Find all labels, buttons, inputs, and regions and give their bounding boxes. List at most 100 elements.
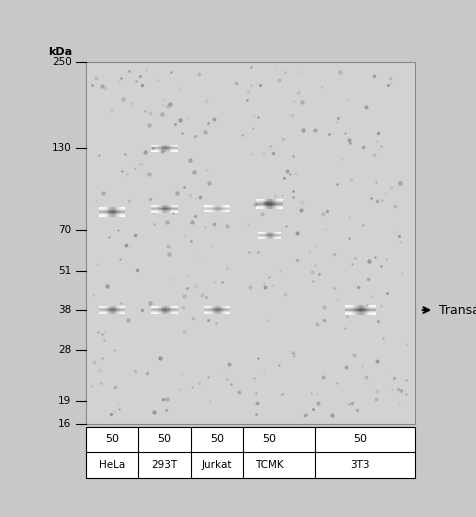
Text: 38: 38 — [58, 305, 71, 315]
Bar — [358, 306, 359, 315]
Text: 51: 51 — [58, 266, 71, 276]
Bar — [164, 145, 166, 152]
Bar — [274, 232, 275, 239]
Bar — [217, 205, 218, 212]
Bar — [160, 306, 161, 314]
Bar — [176, 306, 177, 314]
Text: HeLa: HeLa — [99, 460, 125, 470]
Bar — [268, 232, 269, 239]
Bar — [217, 306, 218, 314]
Bar — [116, 306, 117, 314]
Text: 16: 16 — [58, 419, 71, 429]
Bar — [113, 306, 114, 314]
Bar — [257, 199, 258, 209]
Bar — [214, 306, 215, 314]
Text: TCMK: TCMK — [255, 460, 283, 470]
Bar — [158, 306, 159, 314]
Bar — [277, 232, 278, 239]
Bar — [223, 306, 224, 314]
Bar — [166, 145, 167, 152]
Bar — [265, 232, 267, 239]
Text: 28: 28 — [58, 345, 71, 355]
Bar — [205, 205, 206, 212]
Text: 19: 19 — [58, 397, 71, 406]
Bar — [155, 205, 156, 213]
Bar — [119, 207, 120, 217]
Bar — [370, 306, 372, 315]
Bar — [265, 199, 267, 209]
Bar — [262, 232, 263, 239]
Bar — [347, 306, 348, 315]
Bar — [161, 145, 163, 152]
Bar — [103, 306, 104, 314]
Bar — [167, 145, 168, 152]
Bar — [206, 205, 208, 212]
Bar — [164, 306, 166, 314]
Bar — [159, 205, 160, 213]
Bar — [206, 306, 208, 314]
Bar — [161, 205, 163, 213]
Bar — [350, 306, 352, 315]
Bar — [203, 205, 205, 212]
Bar — [156, 306, 158, 314]
Text: 130: 130 — [52, 143, 71, 153]
Bar — [220, 205, 222, 212]
Bar — [108, 207, 109, 217]
Bar — [256, 201, 282, 202]
Bar — [158, 145, 159, 152]
Bar — [173, 145, 175, 152]
Bar — [154, 306, 155, 314]
Bar — [271, 232, 272, 239]
Bar — [222, 205, 223, 212]
Bar — [281, 199, 282, 209]
Bar — [156, 205, 158, 213]
Bar — [228, 306, 229, 314]
Bar — [256, 203, 282, 204]
Bar — [277, 199, 278, 209]
Bar — [171, 306, 172, 314]
Bar — [215, 306, 217, 314]
Bar — [256, 199, 257, 209]
Bar — [260, 232, 262, 239]
Bar — [110, 306, 112, 314]
Text: Jurkat: Jurkat — [201, 460, 232, 470]
Bar — [108, 306, 109, 314]
Text: 50: 50 — [209, 434, 224, 445]
Bar — [267, 199, 268, 209]
Text: 50: 50 — [262, 434, 276, 445]
Bar — [218, 205, 219, 212]
Bar — [262, 199, 264, 209]
Bar — [272, 232, 274, 239]
Bar — [224, 306, 226, 314]
Bar — [269, 199, 270, 209]
Text: 3T3: 3T3 — [350, 460, 369, 470]
Bar — [154, 205, 155, 213]
Bar — [276, 199, 277, 209]
Bar — [167, 205, 168, 213]
Bar — [219, 205, 220, 212]
Bar — [172, 205, 173, 213]
Bar — [256, 200, 282, 201]
Bar — [119, 306, 120, 314]
Bar — [167, 306, 168, 314]
Bar — [160, 145, 161, 152]
Bar — [154, 145, 155, 152]
Bar — [271, 199, 273, 209]
Bar — [99, 306, 100, 314]
Bar — [264, 232, 265, 239]
Bar — [373, 306, 375, 315]
Bar — [273, 199, 274, 209]
Bar — [104, 207, 105, 217]
Bar — [121, 306, 122, 314]
Bar — [152, 145, 154, 152]
Bar — [124, 207, 125, 217]
Bar — [267, 232, 268, 239]
Bar — [368, 306, 370, 315]
Bar — [226, 306, 227, 314]
Bar — [163, 145, 164, 152]
Bar — [112, 207, 113, 217]
Bar — [107, 207, 108, 217]
Bar — [278, 232, 279, 239]
Bar — [214, 205, 215, 212]
Bar — [258, 199, 260, 209]
